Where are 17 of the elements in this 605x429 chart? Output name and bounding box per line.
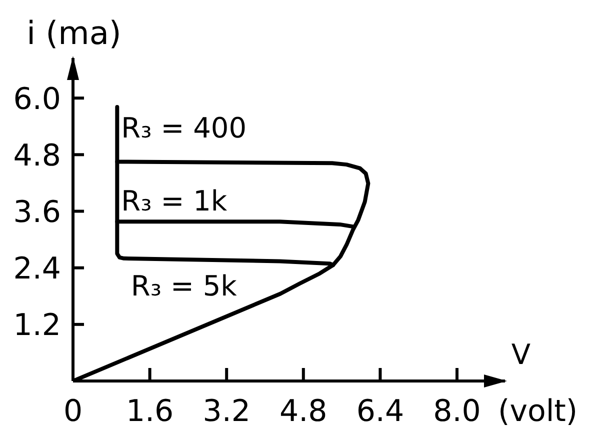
- text: (volt): [498, 394, 578, 429]
- y-tick-label: 3.6: [13, 195, 61, 230]
- x-tick-label: 3.2: [202, 394, 250, 429]
- y-tick-label: 1.2: [13, 308, 61, 344]
- y-axis-title: i (ma): [26, 14, 122, 52]
- series-label: R₃ = 400: [121, 112, 247, 145]
- x-tick-label: 0: [63, 394, 83, 429]
- y-tick-label: 4.8: [13, 138, 61, 174]
- y-tick-label: 6.0: [13, 82, 61, 117]
- x-axis-title: V: [511, 338, 531, 371]
- x-tick-label: 6.4: [356, 394, 404, 429]
- series-label: R₃ = 1k: [121, 184, 228, 218]
- x-tick-label: 8.0: [433, 394, 481, 429]
- x-tick-label: 1.6: [126, 394, 174, 429]
- y-tick-label: 2.4: [13, 252, 61, 287]
- series-label: R₃ = 5k: [130, 269, 238, 302]
- x-tick-label: 4.8: [280, 394, 328, 429]
